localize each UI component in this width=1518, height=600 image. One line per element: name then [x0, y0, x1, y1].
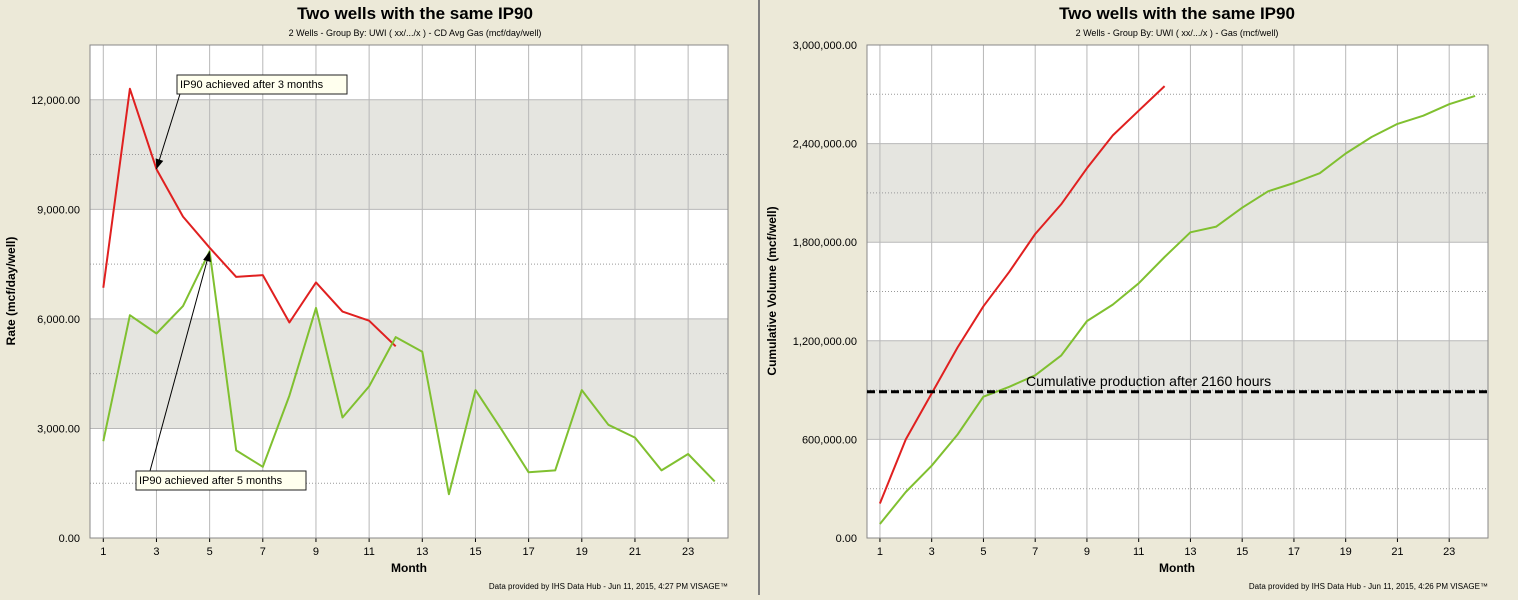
rate-series-line-red-well	[102, 87, 397, 348]
rate-x-tick-label: 11	[363, 546, 374, 558]
rate-x-tick-label: 5	[207, 546, 213, 558]
reference-line-label: Cumulative production after 2160 hours	[1026, 373, 1271, 389]
annotation-text: IP90 achieved after 3 months	[180, 79, 324, 91]
rate-x-tick-label: 15	[469, 546, 481, 558]
rate-x-tick-label: 7	[260, 546, 266, 558]
cumulative-plot-border	[866, 44, 1489, 539]
annotation-arrow-head	[203, 251, 211, 263]
cumulative-x-tick-label: 21	[1391, 546, 1403, 558]
cumulative-chart-footer: Data provided by IHS Data Hub - Jun 11, …	[1249, 582, 1488, 591]
cumulative-chart-panel: Two wells with the same IP90 2 Wells - G…	[765, 4, 1489, 591]
cumulative-y-tick-labels: 0.00 600,000.00 1,200,000.00 1,800,000.00 2,…	[793, 40, 857, 545]
rate-y-tick-label: 0.00	[59, 533, 80, 545]
rate-x-tick-label: 17	[523, 546, 535, 558]
cumulative-series-line-red-well	[878, 85, 1166, 504]
cumulative-y-axis-label: Cumulative Volume (mcf/well)	[765, 206, 779, 375]
cumulative-y-tick-label: 2,400,000.00	[793, 139, 857, 151]
annotation-arrow-head	[155, 158, 164, 170]
rate-y-tick-label: 6,000.00	[37, 314, 80, 326]
cumulative-x-tick-label: 15	[1236, 546, 1248, 558]
cumulative-y-tick-label: 600,000.00	[802, 434, 857, 446]
cumulative-y-tick-label: 0.00	[836, 533, 857, 545]
annotation-text: IP90 achieved after 5 months	[139, 475, 283, 487]
annotation-box	[176, 74, 348, 95]
cumulative-chart-title: Two wells with the same IP90	[1059, 4, 1295, 23]
rate-x-tick-label: 21	[629, 546, 641, 558]
cumulative-band	[867, 340, 1488, 440]
rate-x-axis-label: Month	[391, 561, 427, 575]
rate-x-tick-label: 13	[416, 546, 428, 558]
rate-x-tick-label: 23	[682, 546, 694, 558]
rate-x-tick-labels: 1 3 5 7 9 11 13 15 17 19 21 23	[100, 538, 694, 558]
rate-y-tick-label: 3,000.00	[37, 423, 80, 435]
cumulative-x-tick-label: 13	[1184, 546, 1196, 558]
cumulative-y-tick-label: 3,000,000.00	[793, 40, 857, 52]
rate-x-tick-label: 9	[313, 546, 319, 558]
cumulative-plot-area	[866, 44, 1489, 539]
cumulative-x-tick-label: 17	[1288, 546, 1300, 558]
rate-y-tick-label: 12,000.00	[31, 95, 80, 107]
cumulative-x-tick-labels: 1 3 5 7 9 11 13 15 17 19 21 23	[877, 538, 1455, 558]
cumulative-x-tick-label: 19	[1340, 546, 1352, 558]
cumulative-series	[866, 44, 1489, 539]
cumulative-x-tick-label: 5	[980, 546, 986, 558]
annotation-ip90-3-months: IP90 achieved after 3 months	[176, 74, 348, 95]
rate-plot-border	[89, 44, 729, 539]
rate-chart-panel: Two wells with the same IP90 2 Wells - G…	[4, 4, 729, 591]
rate-y-axis-label: Rate (mcf/day/well)	[4, 237, 18, 346]
rate-chart-subtitle: 2 Wells - Group By: UWI ( xx/.../x ) - C…	[289, 28, 542, 38]
rate-x-tick-label: 19	[576, 546, 588, 558]
cumulative-x-tick-label: 9	[1084, 546, 1090, 558]
cumulative-x-tick-label: 7	[1032, 546, 1038, 558]
rate-x-tick-label: 3	[153, 546, 159, 558]
cumulative-x-tick-label: 1	[877, 546, 883, 558]
cumulative-x-axis-label: Month	[1159, 561, 1195, 575]
annotation-arrow-line	[155, 93, 181, 170]
cumulative-x-tick-label: 23	[1443, 546, 1455, 558]
annotation-arrow-line	[149, 251, 211, 472]
annotation-ip90-5-months: IP90 achieved after 5 months	[135, 470, 307, 491]
rate-x-tick-label: 1	[100, 546, 106, 558]
annotation-box	[135, 470, 307, 491]
rate-y-tick-labels: 0.00 3,000.00 6,000.00 9,000.00 12,000.00	[31, 95, 80, 545]
cumulative-series-line-green-well	[879, 94, 1476, 525]
cumulative-x-tick-label: 11	[1133, 546, 1144, 558]
cumulative-y-tick-label: 1,200,000.00	[793, 336, 857, 348]
cumulative-y-tick-label: 1,800,000.00	[793, 237, 857, 249]
rate-series	[89, 44, 729, 539]
rate-y-tick-label: 9,000.00	[37, 204, 80, 216]
rate-chart-title: Two wells with the same IP90	[297, 4, 533, 23]
cumulative-gridlines	[867, 44, 1488, 539]
cumulative-x-tick-label: 3	[929, 546, 935, 558]
cumulative-chart-subtitle: 2 Wells - Group By: UWI ( xx/.../x ) - G…	[1076, 28, 1279, 38]
rate-chart-footer: Data provided by IHS Data Hub - Jun 11, …	[489, 582, 728, 591]
cumulative-bands	[867, 143, 1488, 440]
rate-annotation-arrows	[149, 93, 211, 472]
cumulative-band	[867, 143, 1488, 243]
